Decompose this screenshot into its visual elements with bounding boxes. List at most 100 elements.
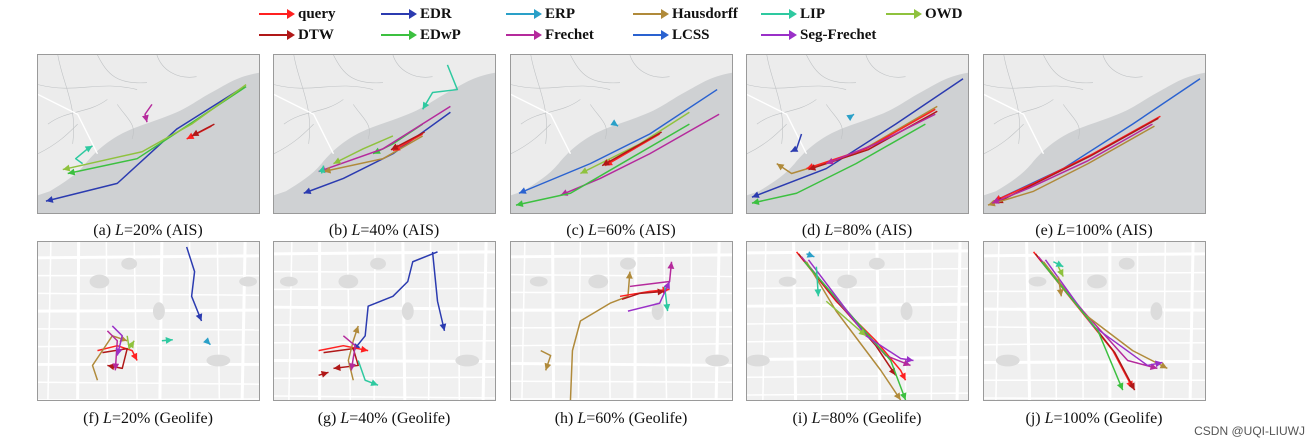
map-panel-a <box>37 54 260 214</box>
legend-item-seg-frechet: Seg-Frechet <box>760 24 876 46</box>
caption-variable: L <box>351 222 361 239</box>
caption-label: (e) <box>1035 222 1058 239</box>
trajectory-owd <box>1057 266 1064 277</box>
legend-label: LIP <box>800 5 826 22</box>
trajectory-seg-frechet <box>627 281 671 312</box>
caption-setting: =20% (AIS) <box>123 222 203 239</box>
caption-setting: =20% (Geolife) <box>111 410 213 427</box>
trajectory-owd <box>333 135 394 165</box>
caption-setting: =100% (AIS) <box>1065 222 1153 239</box>
legend-label: Hausdorff <box>672 5 738 22</box>
map-panel-g <box>273 241 496 401</box>
trajectory-seg-frechet <box>1044 259 1163 368</box>
map-panel-d <box>746 54 969 214</box>
caption-label: (c) <box>566 222 589 239</box>
trajectory-lip <box>814 266 822 297</box>
caption-label: (g) <box>317 410 341 427</box>
legend-item-erp: ERP <box>505 3 575 25</box>
legend-item-lcss: LCSS <box>632 24 710 46</box>
map-panel-h <box>510 241 733 401</box>
trajectory-lcss <box>518 88 718 194</box>
trajectory-dtw <box>601 131 663 167</box>
trajectory-frechet <box>141 103 153 123</box>
trajectory-hausdorff <box>1056 276 1064 297</box>
map-panel-f <box>37 241 260 401</box>
trajectory-erp <box>846 113 855 121</box>
caption-variable: L <box>340 410 350 427</box>
trajectory-map <box>38 55 259 213</box>
trajectory-lip <box>357 360 379 386</box>
watermark: CSDN @UQI-LIUWJ <box>1194 424 1305 438</box>
trajectory-map <box>984 55 1205 213</box>
legend-arrow-icon <box>886 9 922 19</box>
panel-caption-g: (g) L=40% (Geolife) <box>254 410 514 428</box>
trajectory-seg-frechet <box>807 259 914 363</box>
legend-item-owd: OWD <box>885 3 963 25</box>
caption-setting: =40% (Geolife) <box>349 410 451 427</box>
panel-caption-h: (h) L=60% (Geolife) <box>491 410 751 428</box>
caption-setting: =60% (Geolife) <box>586 410 688 427</box>
legend-label: LCSS <box>672 26 710 43</box>
trajectory-seg-frechet <box>111 325 123 356</box>
legend-label: query <box>298 5 336 22</box>
map-panel-j <box>983 241 1206 401</box>
legend-label: Seg-Frechet <box>800 26 877 43</box>
legend-item-edwp: EDwP <box>380 24 461 46</box>
legend-arrow-icon <box>259 30 295 40</box>
trajectory-lip <box>161 336 173 344</box>
trajectory-lip <box>74 145 93 165</box>
trajectory-erp <box>806 251 815 258</box>
map-panel-e <box>983 54 1206 214</box>
trajectory-query <box>318 344 369 353</box>
trajectory-edr <box>790 133 803 153</box>
panel-caption-d: (d) L=80% (AIS) <box>727 222 987 240</box>
legend-arrow-icon <box>381 30 417 40</box>
trajectory-hausdorff <box>569 271 633 400</box>
caption-variable: L <box>811 410 821 427</box>
caption-label: (d) <box>801 222 825 239</box>
caption-label: (f) <box>83 410 104 427</box>
caption-variable: L <box>103 410 112 427</box>
caption-variable: L <box>1044 410 1054 427</box>
trajectory-lip <box>318 165 326 174</box>
trajectory-hausdorff <box>323 135 424 174</box>
caption-label: (b) <box>328 222 352 239</box>
legend-label: ERP <box>545 5 575 22</box>
trajectory-map <box>747 55 968 213</box>
trajectory-map <box>38 242 259 400</box>
trajectory-frechet <box>342 335 357 371</box>
trajectory-hausdorff <box>776 105 938 175</box>
legend-label: Frechet <box>545 26 594 43</box>
trajectory-map <box>511 242 732 400</box>
trajectory-query <box>97 344 138 361</box>
trajectory-owd <box>126 335 135 350</box>
trajectory-frechet <box>991 123 1153 204</box>
caption-variable: L <box>824 222 834 239</box>
trajectory-map <box>274 242 495 400</box>
panel-caption-e: (e) L=100% (AIS) <box>964 222 1224 240</box>
trajectory-edwp <box>515 123 690 208</box>
map-panel-b <box>273 54 496 214</box>
legend-arrow-icon <box>506 30 542 40</box>
panel-caption-c: (c) L=60% (AIS) <box>491 222 751 240</box>
panel-caption-j: (j) L=100% (Geolife) <box>964 410 1224 428</box>
caption-label: (i) <box>792 410 812 427</box>
legend-item-query: query <box>258 3 336 25</box>
caption-variable: L <box>115 222 124 239</box>
caption-setting: =100% (Geolife) <box>1053 410 1163 427</box>
legend-label: OWD <box>925 5 963 22</box>
legend-arrow-icon <box>381 9 417 19</box>
caption-setting: =60% (AIS) <box>596 222 676 239</box>
trajectory-edr <box>45 85 245 203</box>
panel-caption-f: (f) L=20% (Geolife) <box>18 410 278 428</box>
trajectory-lip <box>1053 260 1064 268</box>
trajectory-map <box>274 55 495 213</box>
caption-variable: L <box>577 410 587 427</box>
trajectory-dtw <box>323 347 359 372</box>
legend-arrow-icon <box>633 30 669 40</box>
trajectory-dtw <box>318 371 329 378</box>
legend-arrow-icon <box>761 30 797 40</box>
trajectory-owd <box>62 84 247 172</box>
trajectory-hausdorff <box>805 261 902 400</box>
trajectory-hausdorff <box>540 349 552 371</box>
